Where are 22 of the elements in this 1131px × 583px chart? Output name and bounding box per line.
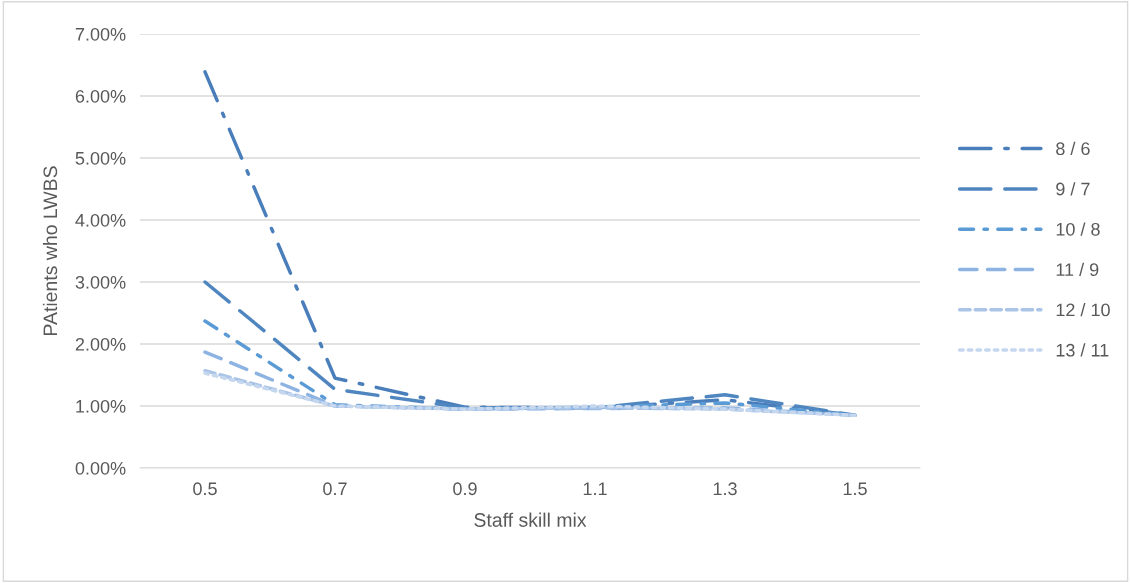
y-tick-label: 4.00% bbox=[75, 213, 126, 227]
y-tick-label: 7.00% bbox=[75, 27, 126, 41]
y-tick-label: 1.00% bbox=[76, 399, 126, 413]
y-tick-label: 0.00% bbox=[75, 461, 126, 475]
x-tick-label: 0.5 bbox=[193, 482, 217, 496]
legend-label: 8 / 6 bbox=[1056, 141, 1090, 156]
x-tick-label: 0.9 bbox=[453, 482, 477, 496]
y-tick-label: 3.00% bbox=[75, 275, 126, 289]
y-tick-label: 2.00% bbox=[75, 337, 126, 351]
x-tick-label: 1.1 bbox=[583, 482, 607, 495]
x-tick-label: 1.5 bbox=[843, 482, 867, 496]
y-tick-label: 5.00% bbox=[75, 151, 126, 165]
x-tick-label: 1.3 bbox=[713, 482, 737, 496]
legend-label: 10 / 8 bbox=[1056, 222, 1100, 236]
legend-label: 12 / 10 bbox=[1056, 303, 1110, 317]
y-axis-title: PAtients who LWBS bbox=[42, 166, 58, 335]
y-tick-label: 6.00% bbox=[75, 89, 126, 103]
legend-label: 13 / 11 bbox=[1056, 343, 1109, 357]
legend-label: 9 / 7 bbox=[1056, 182, 1090, 196]
x-tick-label: 0.7 bbox=[323, 482, 347, 496]
x-axis-title: Staff skill mix bbox=[474, 512, 587, 527]
legend-label: 11 / 9 bbox=[1056, 262, 1099, 276]
